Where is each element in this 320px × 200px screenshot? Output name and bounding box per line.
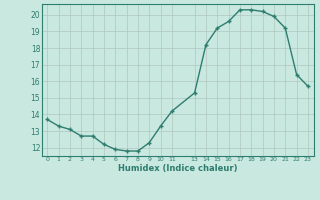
- X-axis label: Humidex (Indice chaleur): Humidex (Indice chaleur): [118, 164, 237, 173]
